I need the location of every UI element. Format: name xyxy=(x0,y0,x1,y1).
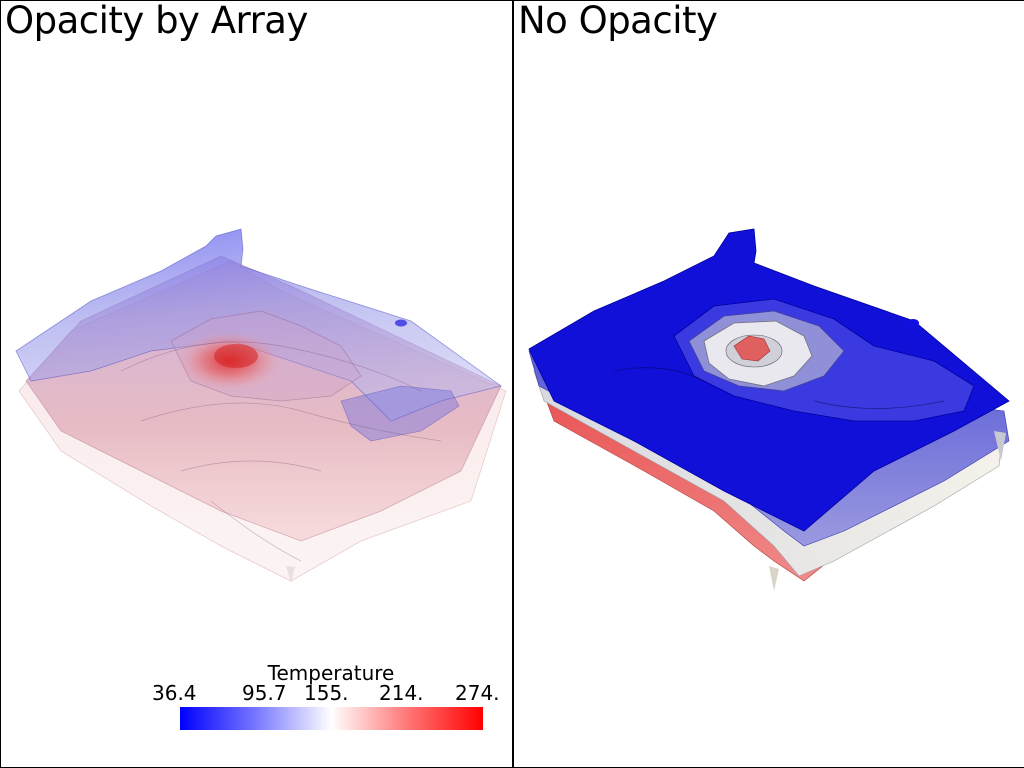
viewport-no-opacity[interactable]: No Opacity xyxy=(514,1,1024,767)
scalar-bar-label-q3: 214. xyxy=(379,681,424,705)
viewport-title: No Opacity xyxy=(518,1,718,42)
isosurface-scene-translucent[interactable] xyxy=(1,1,512,767)
scalar-bar-label-q1: 95.7 xyxy=(242,681,287,705)
viewport-opacity-by-array[interactable]: Opacity by Array Temperature 36.4 95.7 1… xyxy=(1,1,512,767)
scalar-bar-label-min: 36.4 xyxy=(152,681,197,705)
scalar-bar-labels: 36.4 95.7 155. 214. 274. xyxy=(141,681,501,705)
scalar-bar-colormap xyxy=(180,707,483,730)
viewport-title: Opacity by Array xyxy=(5,1,308,42)
scalar-bar-label-max: 274. xyxy=(455,681,500,705)
scalar-bar-label-mid: 155. xyxy=(304,681,349,705)
viewport-divider xyxy=(512,1,514,767)
isosurface-scene-opaque[interactable] xyxy=(514,1,1024,767)
scalar-bar: Temperature 36.4 95.7 155. 214. 274. xyxy=(141,661,501,733)
scalar-bar-title: Temperature xyxy=(267,661,395,685)
